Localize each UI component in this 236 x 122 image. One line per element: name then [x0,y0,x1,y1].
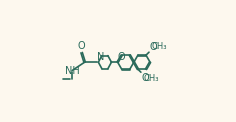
Text: N: N [97,52,105,62]
Text: CH₃: CH₃ [143,74,159,83]
Text: NH: NH [65,66,80,76]
Text: O: O [77,41,85,51]
Text: CH₃: CH₃ [151,42,167,51]
Text: O: O [150,42,157,52]
Text: O: O [142,73,149,83]
Text: O: O [117,52,125,62]
